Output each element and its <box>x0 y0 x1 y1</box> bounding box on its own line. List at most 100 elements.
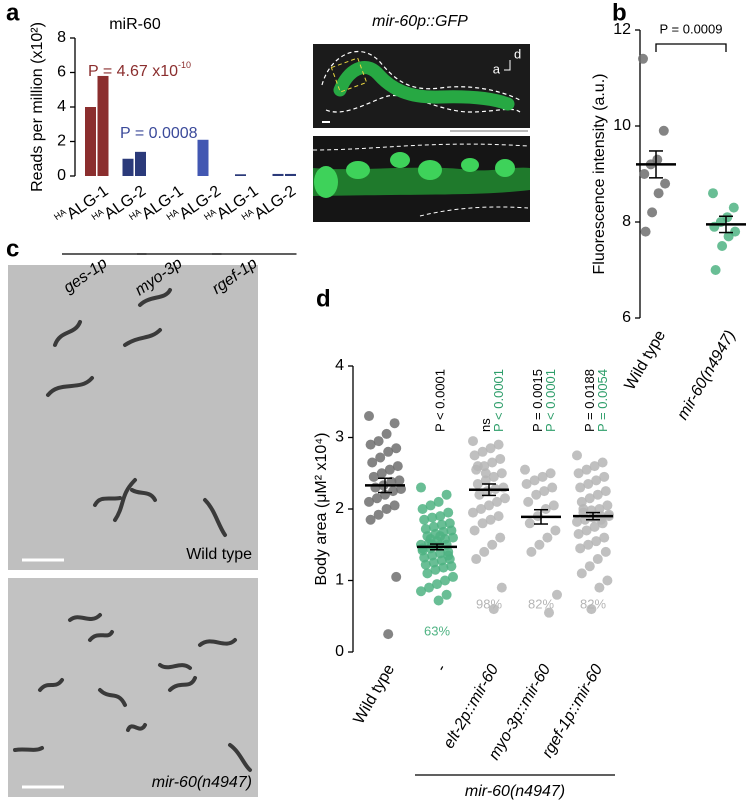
data-point <box>573 468 584 479</box>
micrograph: mir-60p::GFP a d <box>312 13 530 222</box>
data-point <box>443 507 454 518</box>
data-point <box>572 516 582 527</box>
data-point <box>420 559 431 570</box>
data-point <box>364 496 374 507</box>
data-point <box>440 575 450 586</box>
data-point <box>417 543 428 554</box>
data-point <box>468 507 478 518</box>
bar <box>122 158 134 176</box>
data-point <box>469 525 480 536</box>
data-point <box>488 471 499 482</box>
data-point <box>468 436 478 447</box>
data-point <box>647 207 658 218</box>
data-point <box>640 226 651 237</box>
category-label: ALG-2 <box>102 183 150 224</box>
data-point <box>638 53 648 64</box>
y-tick-label: 6 <box>57 64 66 81</box>
y-axis-label: Fluorescence intensity (a.u.) <box>591 74 608 275</box>
annotation: P = 0.0008 <box>120 125 198 142</box>
data-point <box>432 579 442 590</box>
data-point <box>417 504 428 514</box>
data-point <box>388 486 398 497</box>
group-label: mir-60(n4947) <box>465 783 565 800</box>
data-point <box>376 468 387 479</box>
data-point <box>372 493 382 504</box>
p-value-label: P = 0.0015 <box>530 369 545 432</box>
data-point <box>723 231 734 242</box>
data-point <box>477 518 488 529</box>
bar <box>235 174 246 176</box>
data-point <box>488 604 499 615</box>
percent-label: 82% <box>580 596 606 611</box>
data-point <box>592 554 603 565</box>
data-point <box>433 595 444 606</box>
data-point <box>542 532 553 543</box>
y-axis-label: Reads per million (x10²) <box>29 22 46 192</box>
percent-label: 82% <box>528 596 554 611</box>
data-point <box>493 439 504 450</box>
data-point <box>472 478 483 489</box>
y-tick-label: 12 <box>613 21 631 38</box>
p-value-label: P < 0.0001 <box>432 369 447 432</box>
data-point <box>520 464 530 475</box>
data-point <box>583 478 594 489</box>
data-point <box>383 446 394 457</box>
data-point <box>599 532 610 543</box>
data-point <box>583 539 594 550</box>
annotation-superscript: -10 <box>178 60 191 70</box>
data-point <box>496 582 507 593</box>
data-point <box>487 539 498 550</box>
bar <box>85 107 96 176</box>
data-point <box>422 568 433 579</box>
data-point <box>573 529 584 540</box>
data-point <box>495 532 506 543</box>
data-point <box>581 525 592 536</box>
data-point <box>446 561 457 572</box>
data-point <box>479 546 490 557</box>
axis-label: d <box>514 46 521 61</box>
comparison-bracket <box>655 43 727 52</box>
category-label: ALG-2 <box>252 183 300 224</box>
data-point <box>425 500 436 511</box>
data-point <box>416 482 426 493</box>
category-label: ALG-1 <box>214 183 262 224</box>
data-point <box>485 514 496 525</box>
percent-label: 63% <box>424 623 450 638</box>
data-point <box>500 493 510 504</box>
axis-label: a <box>493 61 501 76</box>
data-point <box>419 514 430 525</box>
data-point <box>572 450 582 461</box>
data-point <box>435 531 446 542</box>
data-point <box>448 532 458 543</box>
x-tick-label: Wild type <box>621 328 669 394</box>
category-label: ALG-1 <box>64 183 112 224</box>
data-point <box>469 450 480 461</box>
p-value-label: P < 0.0001 <box>491 369 506 432</box>
data-point <box>373 436 384 447</box>
percent-label: 98% <box>476 596 502 611</box>
data-point <box>710 265 721 275</box>
data-point <box>383 629 394 640</box>
data-point <box>367 457 378 468</box>
data-point <box>480 475 491 486</box>
bar <box>135 151 146 176</box>
data-point <box>381 428 392 439</box>
data-point <box>600 546 611 557</box>
data-point <box>547 482 558 493</box>
bar <box>285 173 296 176</box>
data-point <box>537 471 548 482</box>
data-point <box>496 468 507 479</box>
y-tick-label: 0 <box>57 167 66 184</box>
y-tick-label: 10 <box>613 117 631 134</box>
data-point <box>575 543 586 554</box>
bar <box>272 173 284 176</box>
data-point <box>576 568 587 579</box>
data-point <box>375 452 386 463</box>
data-point <box>416 586 426 597</box>
data-point <box>578 504 589 514</box>
data-point <box>373 509 384 520</box>
y-tick-label: 4 <box>335 357 344 374</box>
data-point <box>391 443 402 454</box>
data-point <box>391 571 402 582</box>
